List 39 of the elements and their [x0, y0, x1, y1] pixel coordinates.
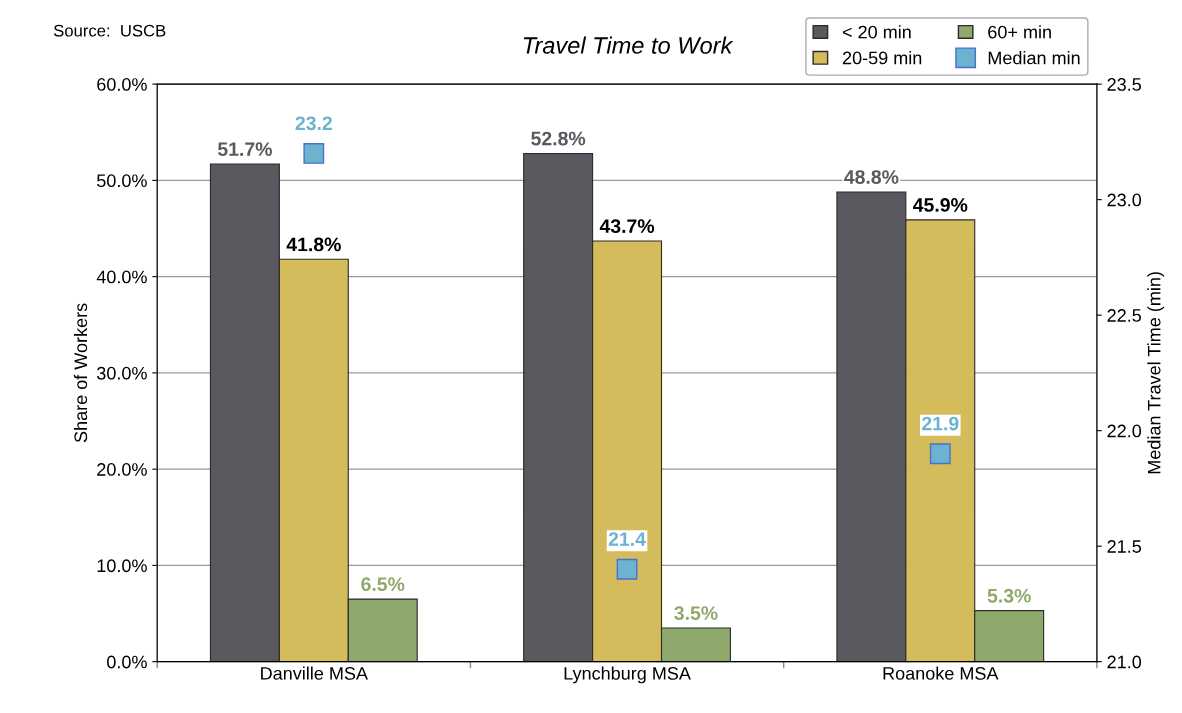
data-label: 6.5%	[361, 577, 405, 592]
y2-tick-label: 22.0	[1107, 424, 1142, 438]
data-label: 43.7%	[599, 219, 655, 234]
y-tick-label: 60.0%	[97, 78, 147, 91]
x-tick-label: Danville MSA	[261, 666, 368, 680]
point	[303, 143, 325, 164]
y-tick-label: 50.0%	[97, 174, 147, 188]
data-label: 45.9%	[913, 198, 968, 212]
x-tick-label: Roanoke MSA	[883, 666, 999, 680]
data-label: 21.9	[922, 416, 959, 431]
x-tick-label: Lynchburg MSA	[564, 666, 691, 684]
y-tick-label: 10.0%	[97, 559, 147, 573]
y2-tick-label: 23.0	[1107, 193, 1142, 207]
data-label: 3.5%	[674, 606, 718, 620]
y-tick-label: 30.0%	[96, 366, 147, 380]
data-label: 21.4	[608, 532, 646, 546]
y-tick-label: 20.0%	[97, 463, 147, 476]
point	[929, 443, 951, 465]
legend-label: 20-59 min	[842, 51, 922, 65]
y-tick-label: 40.0%	[96, 270, 147, 284]
data-label: 52.8%	[531, 131, 586, 146]
data-label: 23.2	[295, 116, 332, 131]
y2-tick-label: 23.5	[1107, 78, 1141, 91]
data-label: 48.8%	[844, 170, 899, 184]
y2-tick-label: 22.5	[1107, 309, 1141, 322]
y-tick-label: 0.0%	[107, 655, 147, 669]
y2-tick-label: 21.0	[1107, 655, 1142, 669]
legend-label: < 20 min	[842, 25, 911, 39]
data-label: 5.3%	[987, 588, 1031, 603]
point	[616, 558, 638, 580]
source-note: Source: USCB	[53, 24, 166, 37]
y2-tick-label: 21.5	[1107, 540, 1141, 553]
legend-label: Median min	[988, 51, 1080, 65]
y-axis-title: Share of Workers	[73, 303, 88, 443]
data-label: 51.7%	[217, 142, 272, 157]
chart-title: Travel Time to Work	[523, 36, 734, 54]
legend-label: 60+ min	[988, 25, 1051, 39]
y2-axis-title: Median Travel Time (min)	[1147, 272, 1165, 474]
data-label: 41.8%	[286, 237, 341, 252]
